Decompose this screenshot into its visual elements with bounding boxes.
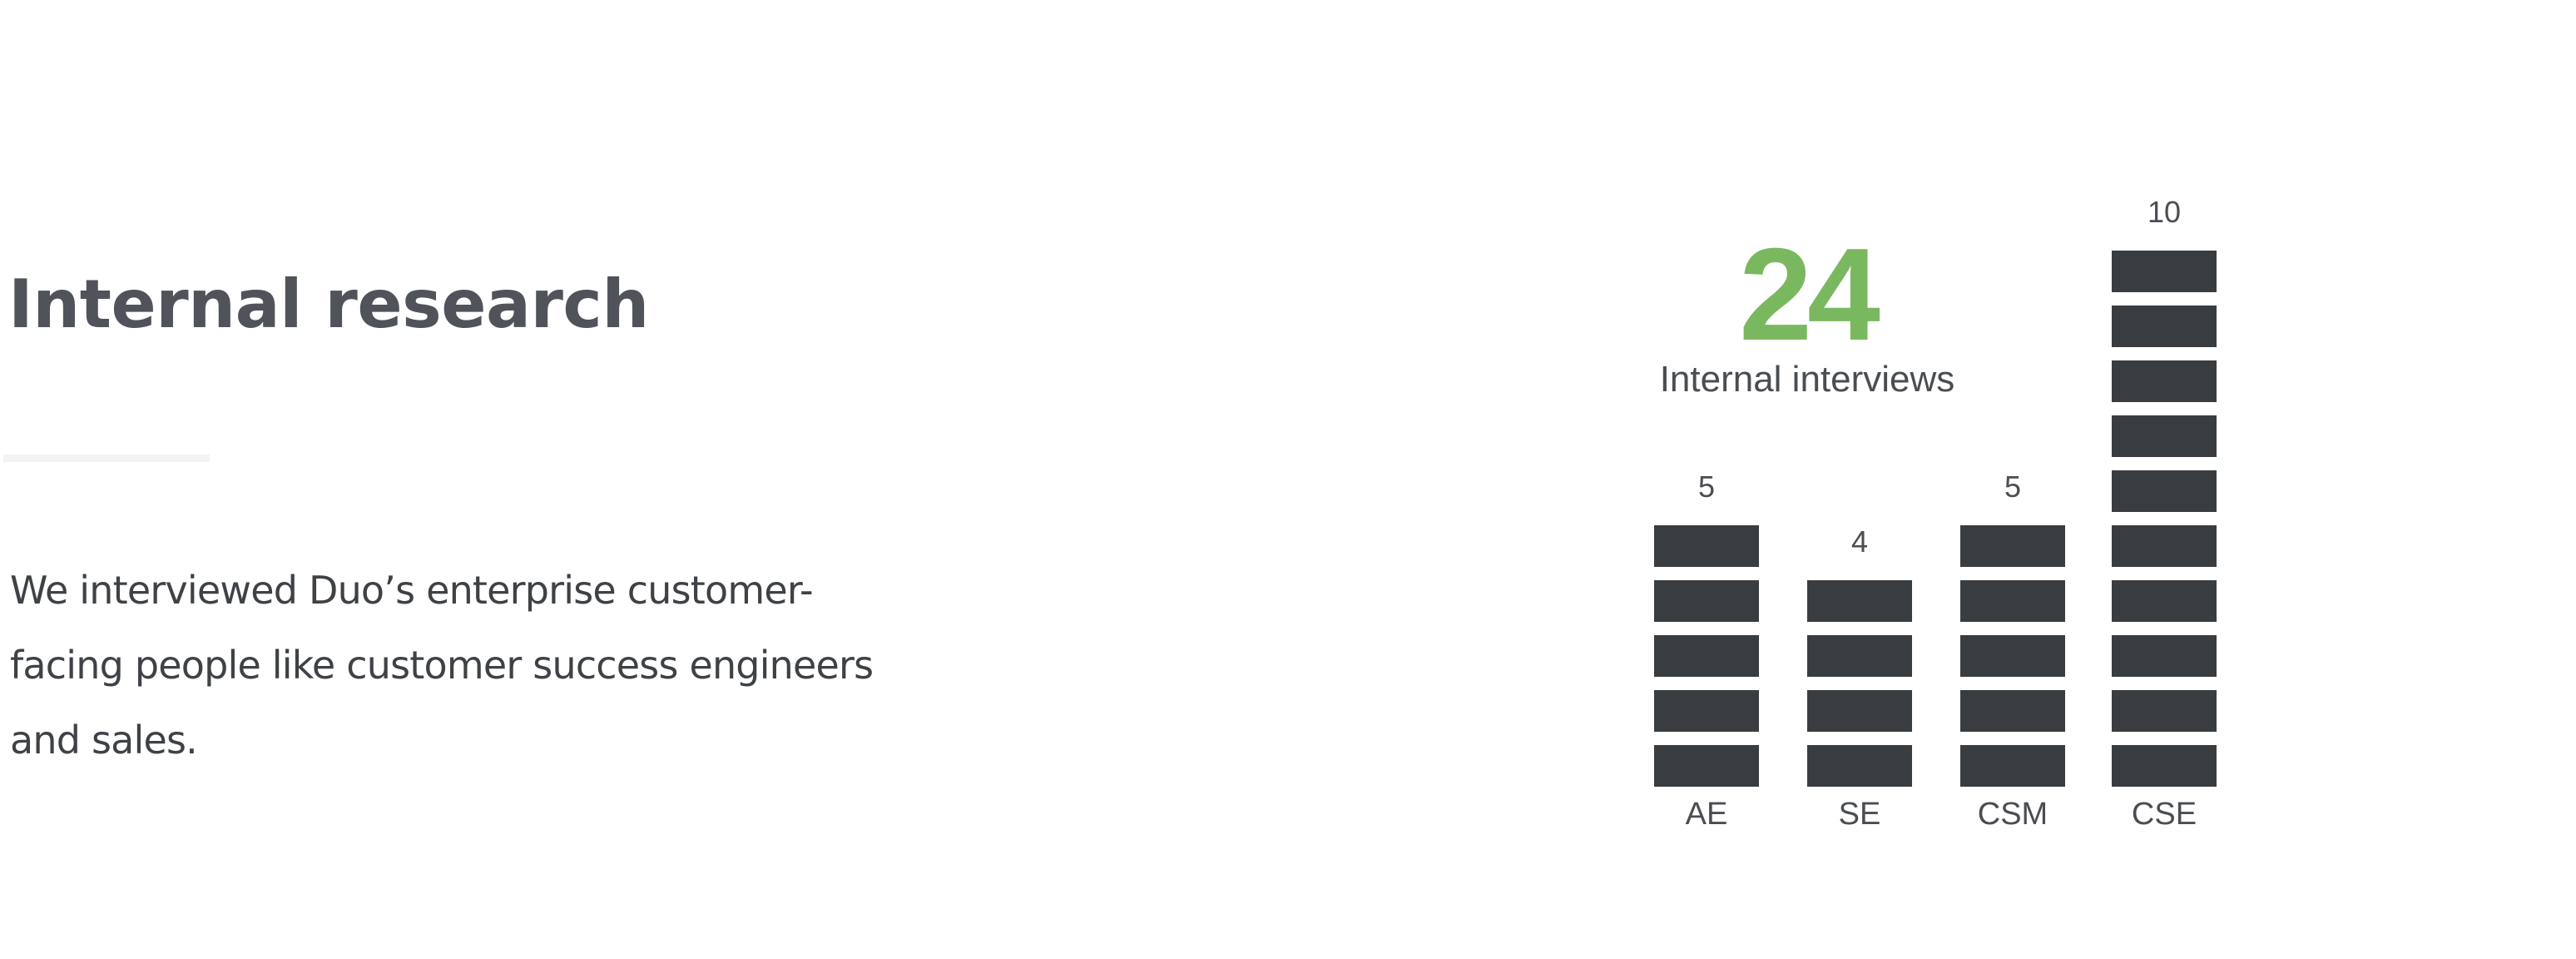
value-label-ae: 5: [1698, 470, 1715, 504]
category-label-csm: CSM: [1978, 797, 2048, 832]
value-label-se: 4: [1851, 524, 1868, 559]
bars-group: 5 AE 4 SE 5 CSM 10 CSE: [1654, 195, 2217, 832]
bar-block-cse: [2112, 745, 2217, 787]
section-description: We interviewed Duo’s enterprise customer…: [10, 568, 874, 763]
bar-block-se: [1807, 580, 1912, 622]
bar-block-cse: [2112, 415, 2217, 457]
title-divider: [3, 455, 210, 462]
bar-block-ae: [1654, 580, 1759, 622]
bar-block-cse: [2112, 470, 2217, 512]
bar-block-cse: [2112, 306, 2217, 347]
bar-block-se: [1807, 635, 1912, 677]
total-interviews-number: 24: [1739, 221, 1880, 368]
bar-block-ae: [1654, 525, 1759, 567]
value-label-cse: 10: [2147, 195, 2181, 229]
bar-block-csm: [1960, 525, 2065, 567]
bar-block-csm: [1960, 690, 2065, 732]
bar-block-cse: [2112, 690, 2217, 732]
bar-block-se: [1807, 745, 1912, 787]
total-interviews-caption: Internal interviews: [1660, 359, 1955, 400]
bar-block-cse: [2112, 360, 2217, 402]
bar-block-cse: [2112, 635, 2217, 677]
category-label-cse: CSE: [2132, 797, 2197, 832]
bar-block-cse: [2112, 251, 2217, 292]
bar-block-ae: [1654, 635, 1759, 677]
bar-block-ae: [1654, 745, 1759, 787]
bar-block-csm: [1960, 745, 2065, 787]
value-label-csm: 5: [2004, 470, 2021, 504]
bar-block-csm: [1960, 635, 2065, 677]
page-title: Internal research: [8, 266, 649, 343]
category-label-ae: AE: [1686, 797, 1728, 832]
bar-block-ae: [1654, 690, 1759, 732]
bar-block-se: [1807, 690, 1912, 732]
bar-block-csm: [1960, 580, 2065, 622]
category-label-se: SE: [1839, 797, 1881, 832]
bar-block-cse: [2112, 580, 2217, 622]
bar-block-cse: [2112, 525, 2217, 567]
